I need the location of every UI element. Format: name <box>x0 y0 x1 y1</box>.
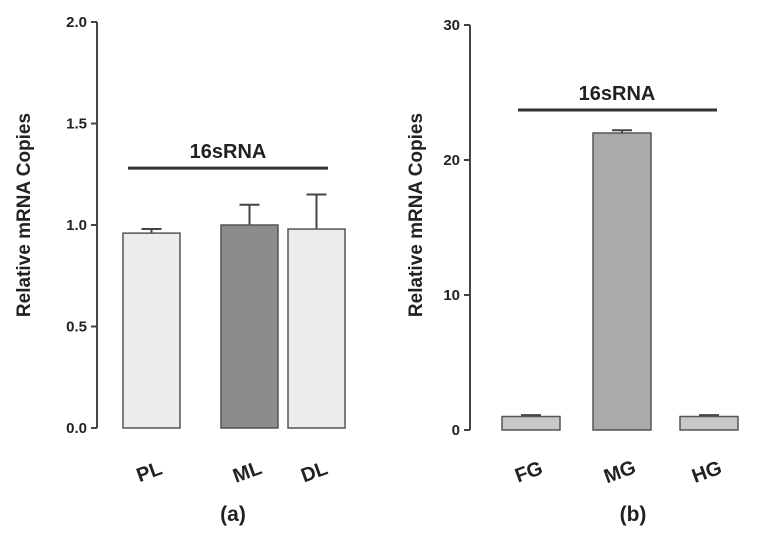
y-tick-label: 2.0 <box>66 14 87 31</box>
y-axis-title: Relative mRNA Copies <box>406 113 427 317</box>
category-label: FG <box>512 457 546 487</box>
category-label: MG <box>601 457 639 489</box>
y-tick-label: 0.0 <box>66 420 87 437</box>
y-tick-label: 20 <box>443 152 460 169</box>
category-label: DL <box>298 457 331 487</box>
y-tick-label: 0.5 <box>66 319 87 336</box>
bar-fg <box>501 415 561 431</box>
panel-label: (a) <box>220 503 246 526</box>
category-label: PL <box>134 458 166 487</box>
category-label: HG <box>689 457 725 488</box>
annotation-label: 16sRNA <box>190 141 267 163</box>
chart-b: 0 10 20 30 Relative mRNA Copies 16sRNA FG MG HG (… <box>406 17 739 526</box>
y-tick-label: 10 <box>443 287 460 304</box>
bar-mg <box>592 132 652 431</box>
y-axis-title: Relative mRNA Copies <box>14 113 35 317</box>
bar-hg <box>679 415 739 431</box>
bar-ml <box>220 224 279 429</box>
y-tick-label: 1.0 <box>66 217 87 234</box>
y-tick-label: 0 <box>452 422 460 439</box>
y-tick-label: 1.5 <box>66 116 87 133</box>
panel-label: (b) <box>620 503 647 526</box>
category-label: ML <box>230 457 265 488</box>
y-tick-label: 30 <box>443 17 460 34</box>
chart-a: 0.0 0.5 1.0 1.5 2.0 Relative mRNA Copies 16sRN… <box>14 14 346 526</box>
annotation-label: 16sRNA <box>579 83 656 105</box>
bar-dl <box>287 228 346 429</box>
bar-pl <box>122 232 181 429</box>
